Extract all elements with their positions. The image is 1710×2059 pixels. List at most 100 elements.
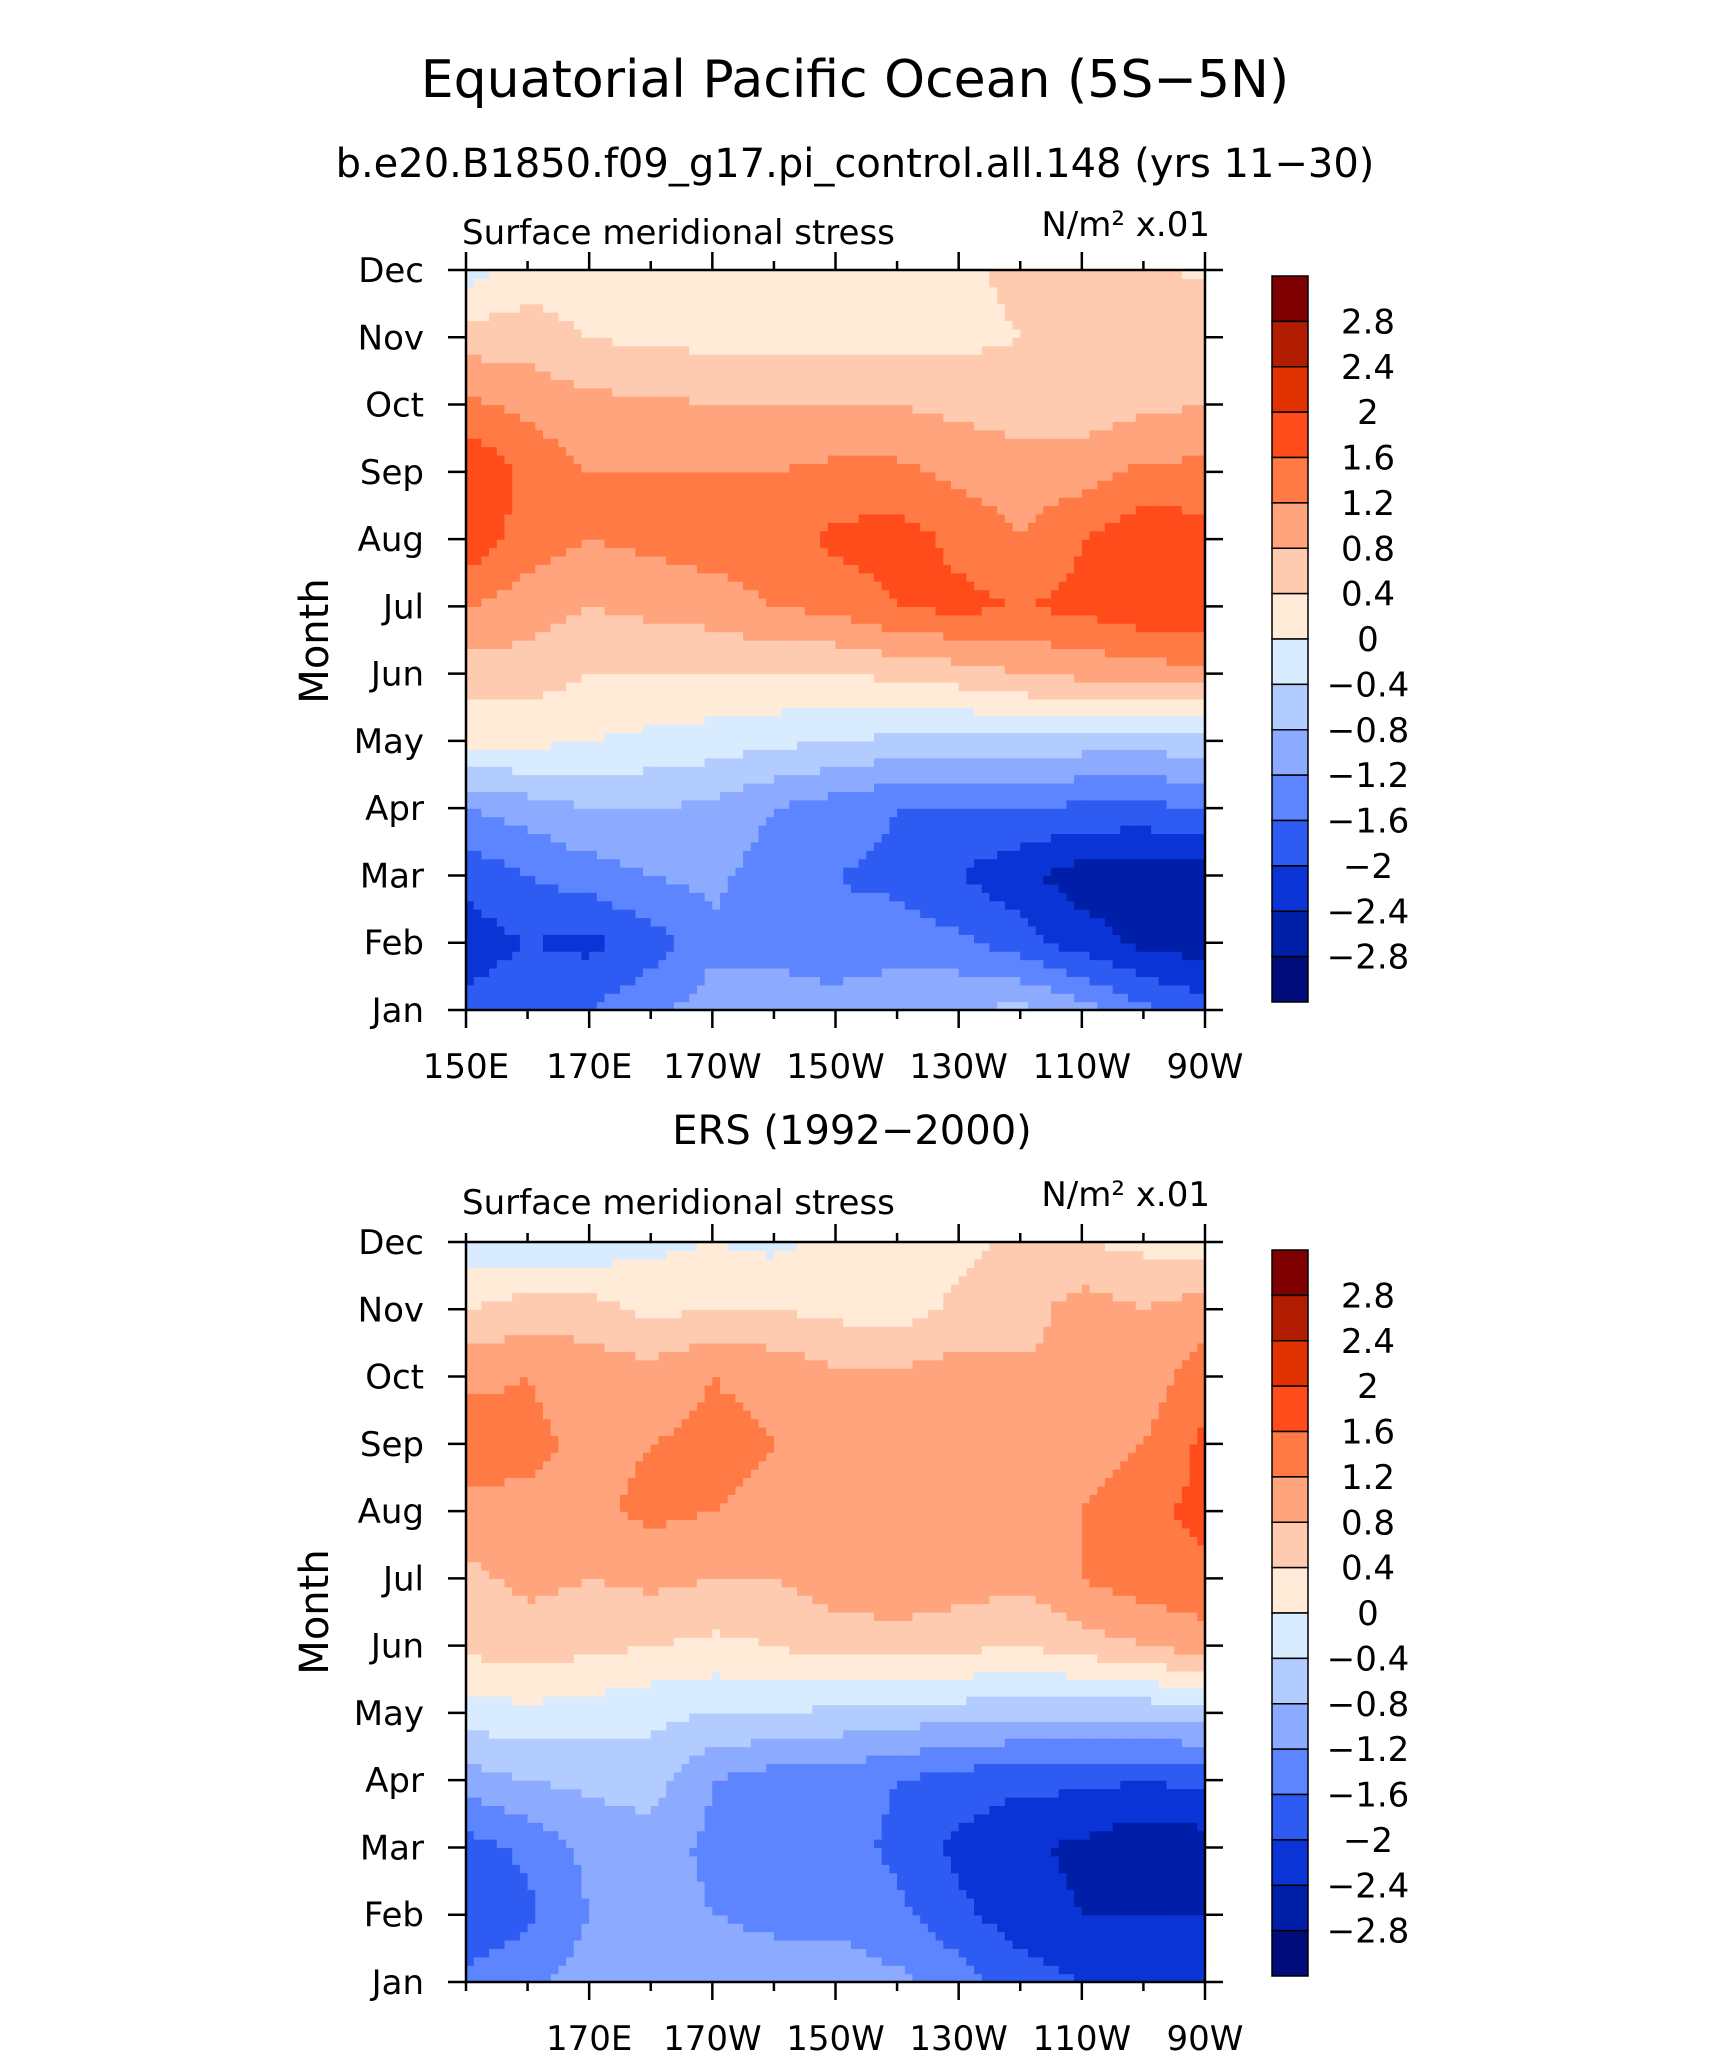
heatmap-cell — [635, 698, 644, 708]
heatmap-cell — [850, 690, 860, 700]
heatmap-cell — [1189, 993, 1198, 1003]
heatmap-cell — [542, 967, 552, 977]
heatmap-cell — [797, 799, 806, 809]
heatmap-cell — [666, 749, 675, 759]
heatmap-cell — [843, 774, 852, 784]
heatmap-cell — [704, 766, 713, 776]
heatmap-cell — [943, 917, 952, 927]
heatmap-cell — [681, 749, 690, 759]
heatmap-cell — [1012, 606, 1021, 616]
heatmap-cell — [1197, 993, 1206, 1003]
heatmap-cell — [873, 732, 883, 742]
heatmap-cell — [773, 942, 783, 952]
heatmap-cell — [1004, 690, 1014, 700]
heatmap-cell — [997, 816, 1006, 826]
heatmap-cell — [666, 934, 675, 944]
heatmap-cell — [897, 1001, 906, 1011]
heatmap-cell — [704, 951, 713, 961]
heatmap-cell — [558, 581, 567, 591]
heatmap-cell — [1181, 816, 1191, 826]
heatmap-cell — [766, 732, 775, 742]
heatmap-cell — [527, 875, 536, 885]
heatmap-cell — [966, 808, 975, 818]
heatmap-cell — [966, 665, 975, 675]
heatmap-cell — [873, 892, 883, 902]
heatmap-cell — [581, 564, 590, 574]
heatmap-cell — [750, 816, 760, 826]
heatmap-cell — [589, 850, 598, 860]
heatmap-cell — [542, 858, 552, 868]
heatmap-cell — [850, 698, 860, 708]
heatmap-cell — [550, 833, 559, 843]
heatmap-cell — [720, 555, 729, 565]
heatmap-cell — [504, 867, 513, 877]
heatmap-cell — [804, 959, 814, 969]
heatmap-cell — [635, 581, 644, 591]
heatmap-cell — [1166, 808, 1175, 818]
heatmap-cell — [812, 850, 821, 860]
heatmap-cell — [927, 808, 937, 818]
heatmap-cell — [550, 934, 559, 944]
heatmap-cell — [1027, 967, 1037, 977]
heatmap-cell — [835, 732, 844, 742]
heatmap-cell — [627, 858, 636, 868]
heatmap-cell — [766, 581, 775, 591]
heatmap-cell — [927, 875, 937, 885]
heatmap-cell — [781, 967, 790, 977]
heatmap-cell — [781, 631, 790, 641]
heatmap-cell — [866, 799, 875, 809]
heatmap-cell — [635, 976, 644, 986]
heatmap-cell — [512, 791, 521, 801]
heatmap-cell — [943, 959, 952, 969]
heatmap-cell — [696, 631, 706, 641]
heatmap-cell — [1012, 959, 1021, 969]
heatmap-cell — [720, 951, 729, 961]
heatmap-cell — [727, 749, 737, 759]
heatmap-cell — [743, 766, 752, 776]
heatmap-cell — [489, 967, 498, 977]
heatmap-cell — [1120, 656, 1129, 666]
heatmap-cell — [1166, 749, 1175, 759]
heatmap-cell — [1035, 682, 1044, 692]
heatmap-cell — [527, 589, 536, 599]
heatmap-cell — [804, 757, 814, 767]
heatmap-cell — [750, 665, 760, 675]
heatmap-cell — [735, 682, 744, 692]
heatmap-cell — [966, 833, 975, 843]
heatmap-cell — [820, 690, 829, 700]
heatmap-cell — [1074, 749, 1083, 759]
heatmap-cell — [635, 850, 644, 860]
heatmap-cell — [773, 967, 783, 977]
heatmap-cell — [619, 925, 629, 935]
heatmap-cell — [1081, 942, 1091, 952]
heatmap-cell — [627, 951, 636, 961]
heatmap-cell — [1166, 774, 1175, 784]
heatmap-cell — [1128, 951, 1137, 961]
heatmap-cell — [643, 724, 652, 734]
heatmap-cell — [920, 623, 929, 633]
heatmap-cell — [573, 690, 583, 700]
heatmap-cell — [689, 648, 698, 658]
heatmap-cell — [1151, 707, 1160, 717]
heatmap-cell — [927, 673, 937, 683]
heatmap-cell — [550, 606, 559, 616]
heatmap-cell — [750, 900, 760, 910]
heatmap-cell — [881, 732, 890, 742]
heatmap-cell — [966, 707, 975, 717]
heatmap-cell — [1012, 757, 1021, 767]
heatmap-cell — [773, 892, 783, 902]
heatmap-cell — [1043, 850, 1052, 860]
heatmap-cell — [604, 665, 613, 675]
heatmap-cell — [997, 825, 1006, 835]
heatmap-cell — [835, 993, 844, 1003]
heatmap-cell — [1128, 631, 1137, 641]
heatmap-cell — [466, 917, 475, 927]
heatmap-cell — [566, 648, 575, 658]
heatmap-cell — [820, 808, 829, 818]
heatmap-cell — [489, 715, 498, 725]
heatmap-cell — [1074, 833, 1083, 843]
heatmap-cell — [666, 656, 675, 666]
heatmap-cell — [727, 900, 737, 910]
heatmap-cell — [1027, 892, 1037, 902]
heatmap-cell — [912, 757, 921, 767]
